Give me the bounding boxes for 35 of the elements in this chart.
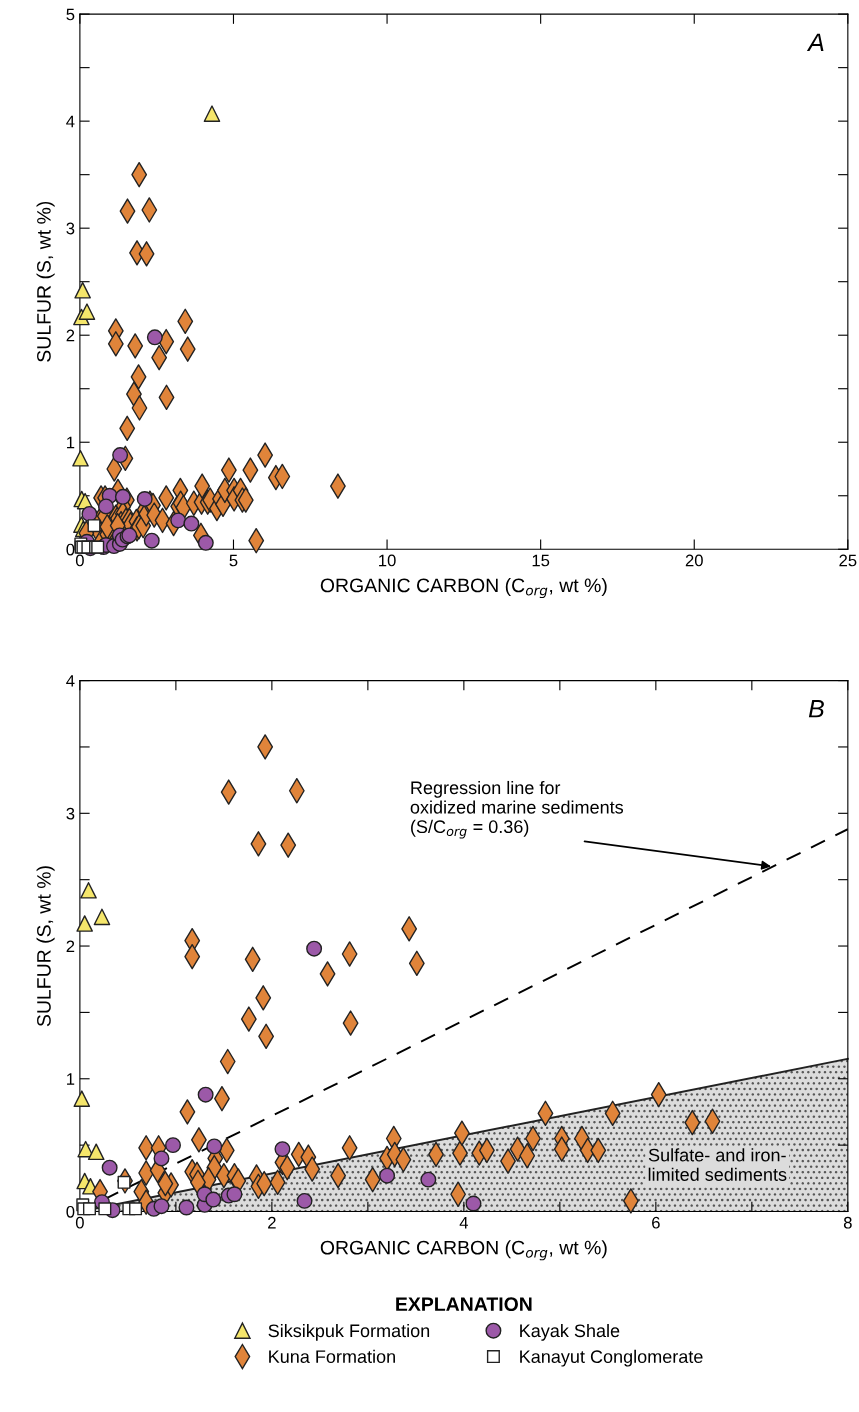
- x-tick-label: 10: [379, 554, 396, 567]
- annotation: Sulfate- and iron- limited sediments: [648, 1148, 787, 1181]
- y-tick-label: 0: [66, 543, 75, 556]
- y-tick-label: 4: [66, 115, 75, 128]
- y-tick-label: 2: [66, 329, 75, 342]
- legend-label: Kayak Shale: [520, 1323, 620, 1341]
- y-tick-label: 3: [66, 222, 75, 235]
- y-tick-label: 0: [66, 1205, 75, 1218]
- x-tick-label: 2: [268, 1216, 276, 1229]
- x-tick-label: 25: [839, 554, 857, 567]
- x-tick-label: 0: [75, 1216, 84, 1229]
- y-tick-label: 1: [67, 436, 75, 449]
- y-tick-label: 3: [66, 807, 75, 820]
- x-tick-label: 6: [652, 1216, 660, 1229]
- y-tick-label: 5: [66, 8, 75, 21]
- x-tick-label: 15: [532, 554, 550, 567]
- annotation: B: [808, 700, 824, 718]
- x-axis-title: ORGANIC CARBON (C$_{org}$, wt %): [320, 578, 607, 599]
- legend-label: Kanayut Conglomerate: [520, 1349, 703, 1367]
- legend-label: Siksikpuk Formation: [268, 1323, 430, 1341]
- x-tick-label: 20: [685, 554, 703, 567]
- y-tick-label: 2: [66, 940, 75, 953]
- y-tick-label: 4: [66, 675, 75, 687]
- x-axis-title: ORGANIC CARBON (C$_{org}$, wt %): [320, 1240, 607, 1261]
- y-tick-label: 1: [67, 1073, 75, 1085]
- annotation: A: [806, 33, 824, 51]
- legend-label: Kuna Formation: [269, 1349, 395, 1364]
- x-tick-label: 5: [229, 554, 238, 567]
- x-tick-label: 0: [75, 554, 84, 567]
- x-tick-label: 8: [843, 1216, 852, 1229]
- annotation: Regression line for oxidized marine sediments (S/C$_{org}$ = 0.36): [410, 780, 624, 839]
- x-tick-label: 4: [459, 1216, 469, 1229]
- legend-title: EXPLANATION: [396, 1297, 532, 1312]
- y-axis-title: SULFUR (S, wt %): [36, 866, 55, 1027]
- y-axis-title: SULFUR (S, wt %): [36, 201, 55, 362]
